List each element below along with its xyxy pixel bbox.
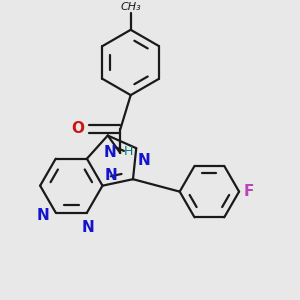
Text: N: N [104, 145, 117, 160]
Text: N: N [138, 153, 151, 168]
Text: H: H [124, 145, 133, 158]
Text: N: N [105, 168, 118, 183]
Text: CH₃: CH₃ [120, 2, 141, 12]
Text: N: N [82, 220, 95, 235]
Text: O: O [71, 121, 84, 136]
Text: N: N [36, 208, 49, 223]
Text: F: F [243, 184, 254, 199]
